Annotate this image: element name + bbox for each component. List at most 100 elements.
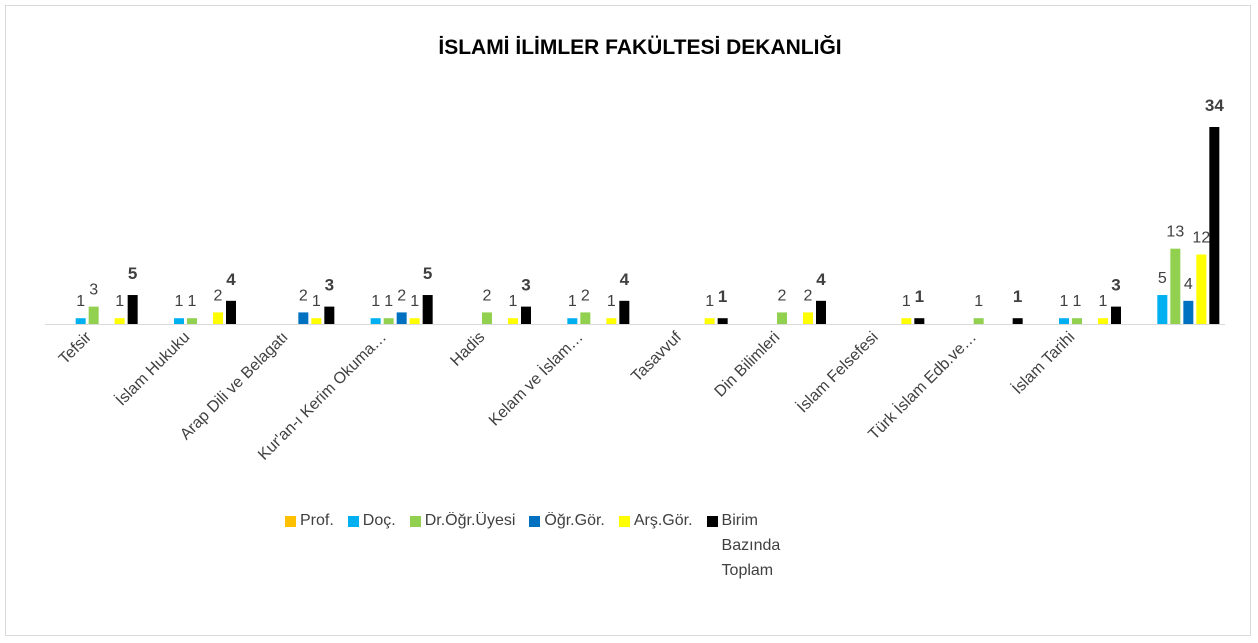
legend: Prof. Doç. Dr.Öğr.Üyesi Öğr.Gör. Arş.Gör. Bir… — [285, 512, 985, 583]
legend-swatch — [409, 516, 421, 527]
data-label: 1 — [384, 293, 393, 310]
bar — [482, 312, 492, 324]
data-label: 1 — [76, 293, 85, 310]
bar — [1209, 127, 1220, 324]
data-label: 5 — [128, 264, 137, 283]
bar — [508, 318, 518, 324]
data-label: 1 — [509, 293, 518, 310]
bar — [914, 318, 925, 324]
chart-title: İSLAMİ İLİMLER FAKÜLTESİ DEKANLIĞI — [438, 35, 841, 59]
bar — [777, 312, 787, 324]
data-label: 1 — [915, 287, 924, 306]
bar — [606, 318, 617, 324]
bar — [717, 318, 728, 324]
data-label: 1 — [705, 293, 714, 310]
bar — [619, 300, 630, 324]
data-label: 1 — [410, 293, 419, 310]
data-label: 4 — [620, 270, 630, 289]
bar — [298, 312, 309, 324]
data-label: 2 — [778, 287, 787, 304]
bar — [1012, 318, 1023, 324]
data-label: 1 — [902, 293, 911, 310]
legend-label: Arş.Gör. — [633, 512, 693, 529]
bar — [567, 318, 578, 324]
data-label: 2 — [483, 287, 492, 304]
bar — [88, 306, 99, 324]
data-label: 4 — [1184, 276, 1193, 293]
bar — [114, 318, 125, 324]
legend-box: Prof. Doç. Dr.Öğr.Üyesi Öğr.Gör. Arş.Gör. Bir… — [285, 512, 985, 583]
bar — [396, 312, 407, 324]
bar — [1111, 306, 1121, 324]
bar — [1059, 318, 1069, 324]
data-label: 1 — [175, 293, 184, 310]
data-label: 2 — [581, 287, 590, 304]
bar — [1183, 300, 1194, 324]
bar — [422, 295, 433, 324]
data-label: 1 — [1013, 287, 1022, 306]
data-label: 1 — [188, 293, 197, 310]
data-label: 4 — [816, 270, 826, 289]
bar — [973, 318, 984, 324]
data-label: 3 — [1111, 276, 1120, 295]
data-label: 34 — [1205, 96, 1224, 115]
bar — [1170, 248, 1181, 324]
data-label: 1 — [371, 293, 380, 310]
data-label: 1 — [1060, 293, 1069, 310]
bar — [324, 306, 335, 324]
bar — [213, 312, 223, 324]
bar — [311, 318, 322, 324]
bar — [816, 300, 826, 324]
bar — [383, 318, 394, 324]
data-label: 3 — [521, 276, 530, 295]
bar — [521, 306, 531, 324]
data-label: 2 — [299, 287, 308, 304]
data-label: 4 — [226, 270, 236, 289]
bar — [409, 318, 420, 324]
legend-item: Öğr.Gör. — [529, 512, 605, 530]
legend-swatch — [285, 516, 296, 527]
bar — [580, 312, 591, 324]
data-label: 2 — [214, 287, 223, 304]
data-label: 5 — [423, 264, 432, 283]
legend-swatch — [529, 516, 541, 527]
legend-label: Birim Bazında Toplam — [721, 512, 781, 579]
bar — [226, 300, 236, 324]
legend-item: Doç. — [347, 512, 396, 530]
data-label: 1 — [568, 293, 577, 310]
data-label: 2 — [804, 287, 813, 304]
bar — [803, 312, 813, 324]
bar — [1098, 318, 1108, 324]
data-label: 1 — [1073, 293, 1082, 310]
legend-swatch — [618, 516, 630, 527]
data-label: 1 — [115, 293, 124, 310]
legend-label: Öğr.Gör. — [544, 512, 605, 529]
data-label: 1 — [718, 287, 727, 306]
bar — [1196, 254, 1207, 324]
bar — [1072, 318, 1082, 324]
legend-swatch — [706, 516, 718, 527]
legend-label: Prof. — [300, 512, 334, 529]
legend-swatch — [347, 516, 359, 527]
legend-item: Prof. — [285, 512, 334, 530]
bar — [370, 318, 381, 324]
data-label: 13 — [1166, 224, 1184, 241]
bar — [901, 318, 912, 324]
data-label: 3 — [325, 276, 334, 295]
data-label: 2 — [397, 287, 406, 304]
legend-item: Birim Bazında Toplam — [706, 512, 784, 583]
bar — [174, 318, 184, 324]
legend-item: Dr.Öğr.Üyesi — [409, 512, 515, 530]
bar — [75, 318, 86, 324]
bar — [704, 318, 715, 324]
data-label: 3 — [89, 282, 98, 299]
data-label: 12 — [1192, 229, 1210, 246]
legend-label: Doç. — [362, 512, 396, 529]
bar — [1157, 295, 1168, 324]
legend-item: Arş.Gör. — [618, 512, 693, 530]
data-label: 1 — [312, 293, 321, 310]
bar — [127, 295, 138, 324]
data-label: 5 — [1158, 270, 1167, 287]
bar — [187, 318, 197, 324]
